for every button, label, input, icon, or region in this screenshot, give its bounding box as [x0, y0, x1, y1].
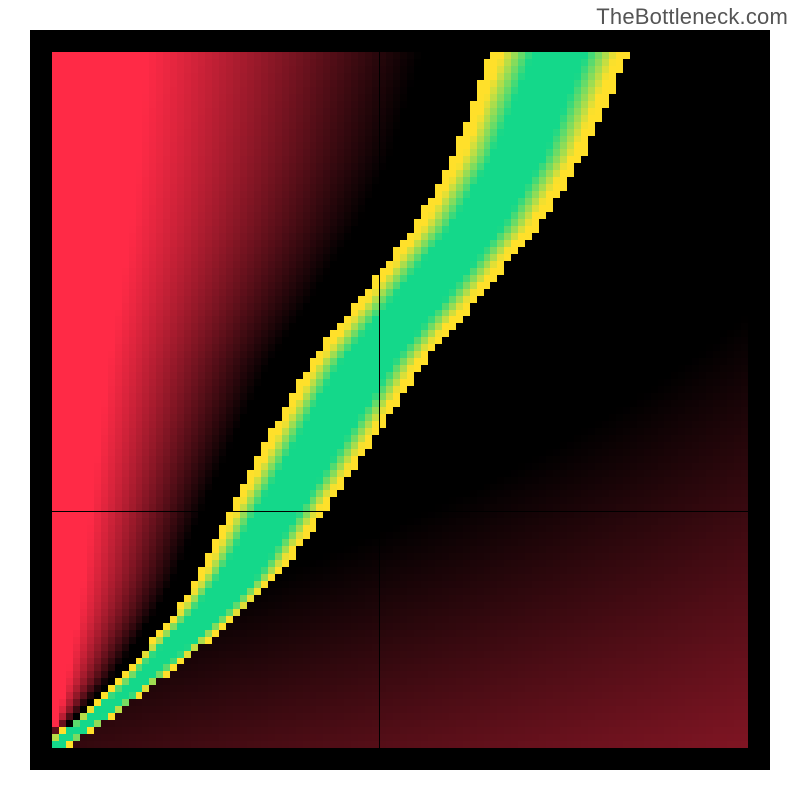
marker-dot — [374, 506, 384, 516]
heatmap — [52, 52, 748, 748]
watermark-text: TheBottleneck.com — [596, 4, 788, 30]
crosshair-horizontal — [52, 511, 748, 512]
plot-frame — [30, 30, 770, 770]
crosshair-vertical — [379, 52, 380, 748]
root: TheBottleneck.com — [0, 0, 800, 800]
